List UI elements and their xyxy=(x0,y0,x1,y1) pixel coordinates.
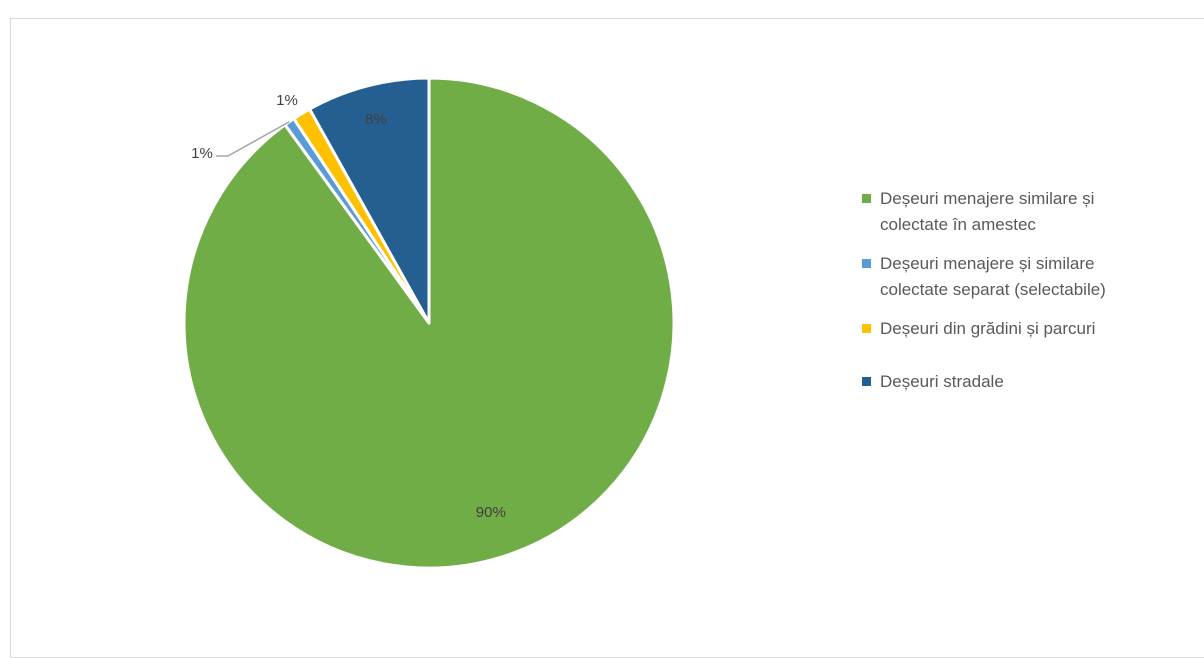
pie-slices xyxy=(182,76,676,570)
leader-line-1 xyxy=(216,121,290,157)
legend-item-3: Deșeuri stradale xyxy=(862,369,1192,395)
data-label-3: 8% xyxy=(365,111,387,128)
pie-slice-3 xyxy=(308,76,431,325)
legend: Deșeuri menajere similare și colectate în… xyxy=(862,186,1192,408)
pie-slice-0 xyxy=(182,76,676,570)
legend-label-1-1: colectate separat (selectabile) xyxy=(880,280,1106,299)
legend-label-0-1: colectate în amestec xyxy=(880,215,1036,234)
data-label-0: 90% xyxy=(476,504,506,521)
legend-item-1: Deșeuri menajere și similare colectate se… xyxy=(862,251,1192,303)
legend-swatch-1 xyxy=(862,259,871,268)
data-label-1: 1% xyxy=(191,145,213,162)
data-label-2: 1% xyxy=(276,92,298,109)
legend-label-2-0: Deșeuri din grădini și parcuri xyxy=(880,319,1096,338)
pie-chart: 90% 1% 1% 8% xyxy=(182,76,676,570)
legend-label-3-0: Deșeuri stradale xyxy=(880,372,1004,391)
legend-item-2: Deșeuri din grădini și parcuri xyxy=(862,316,1192,342)
legend-swatch-2 xyxy=(862,324,871,333)
data-labels: 90% 1% 1% 8% xyxy=(191,92,506,521)
legend-swatch-3 xyxy=(862,377,871,386)
legend-swatch-0 xyxy=(862,194,871,203)
legend-item-0: Deșeuri menajere similare și colectate în… xyxy=(862,186,1192,238)
leader-lines xyxy=(216,121,290,157)
legend-label-0-0: Deșeuri menajere similare și xyxy=(880,189,1095,208)
legend-label-1-0: Deșeuri menajere și similare xyxy=(880,254,1095,273)
